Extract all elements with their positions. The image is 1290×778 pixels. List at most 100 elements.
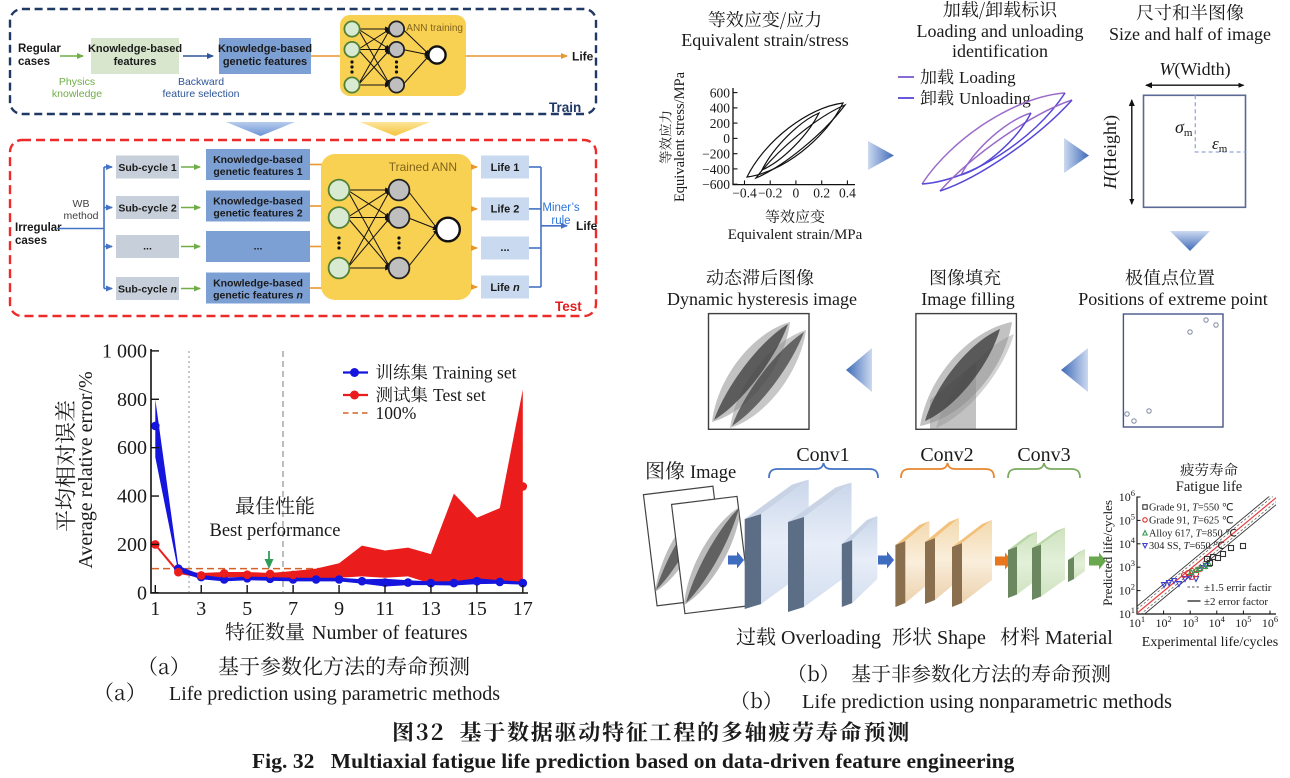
svg-text:0.4: 0.4	[839, 186, 856, 201]
svg-text:Life n: Life n	[490, 282, 520, 294]
svg-text:Test set: Test set	[433, 385, 486, 405]
svg-text:Image: Image	[690, 463, 736, 483]
svg-text:Loading and unloading: Loading and unloading	[917, 21, 1084, 41]
svg-text:7: 7	[288, 598, 298, 620]
svg-text:Alloy 617, T=850 ℃: Alloy 617, T=850 ℃	[1149, 528, 1237, 539]
svg-text:...: ...	[500, 242, 509, 254]
svg-text:Grade 91, T=625 ℃: Grade 91, T=625 ℃	[1149, 515, 1233, 526]
svg-text:Size and half of image: Size and half of image	[1109, 24, 1271, 44]
svg-text:Life prediction using nonparam: Life prediction using nonparametric meth…	[802, 691, 1172, 713]
svg-text:Life 2: Life 2	[491, 204, 520, 216]
svg-text:Knowledge-based: Knowledge-based	[218, 43, 312, 55]
svg-text:genetic features 2: genetic features 2	[213, 208, 302, 220]
svg-text:103: 103	[1182, 614, 1198, 630]
svg-text:Knowledge-based: Knowledge-based	[213, 154, 303, 166]
svg-text:ANN training: ANN training	[406, 23, 463, 34]
svg-text:106: 106	[1119, 488, 1135, 504]
svg-text:101: 101	[1129, 614, 1145, 630]
svg-text:−600: −600	[702, 177, 730, 192]
svg-text:Sub-cycle 2: Sub-cycle 2	[118, 202, 177, 214]
svg-text:106: 106	[1262, 614, 1278, 630]
svg-text:304 SS, T=650 ℃: 304 SS, T=650 ℃	[1149, 541, 1225, 552]
svg-text:Overloading: Overloading	[781, 627, 881, 649]
svg-text:Life prediction using parametr: Life prediction using parametric methods	[169, 683, 500, 705]
svg-text:Sub-cycle n: Sub-cycle n	[118, 283, 177, 295]
svg-text:Training set: Training set	[433, 363, 517, 383]
svg-text:Material: Material	[1045, 627, 1113, 649]
svg-text:13: 13	[421, 598, 441, 620]
svg-text:Conv2: Conv2	[920, 444, 973, 466]
svg-text:features: features	[114, 56, 157, 68]
svg-text:Fatigue life: Fatigue life	[1176, 479, 1242, 495]
svg-text:Equivalent stress/MPa: Equivalent stress/MPa	[672, 71, 688, 202]
svg-text:103: 103	[1119, 558, 1135, 574]
svg-text:Average relative error/%: Average relative error/%	[75, 371, 97, 568]
svg-text:method: method	[63, 210, 98, 222]
svg-text:0: 0	[137, 582, 147, 604]
svg-text:600: 600	[710, 85, 731, 100]
svg-text:5: 5	[242, 598, 252, 620]
svg-text:Equivalent strain/stress: Equivalent strain/stress	[681, 30, 848, 50]
svg-text:Loading: Loading	[959, 68, 1016, 87]
svg-text:0: 0	[723, 131, 730, 146]
svg-text:400: 400	[710, 101, 731, 116]
svg-text:200: 200	[117, 534, 147, 556]
svg-text:...: ...	[143, 241, 152, 253]
svg-text:identification: identification	[952, 41, 1048, 61]
svg-text:0: 0	[793, 186, 800, 201]
svg-text:Backward: Backward	[178, 76, 224, 88]
svg-text:Train: Train	[549, 100, 581, 115]
svg-text:105: 105	[1235, 614, 1251, 630]
svg-text:Unloading: Unloading	[959, 89, 1031, 108]
svg-text:Best performance: Best performance	[210, 521, 341, 541]
svg-text:3: 3	[196, 598, 206, 620]
svg-text:Regular: Regular	[18, 43, 61, 55]
svg-text:...: ...	[254, 241, 263, 253]
svg-text:Number of features: Number of features	[312, 622, 468, 644]
svg-text:Knowledge-based: Knowledge-based	[213, 196, 303, 208]
svg-text:17: 17	[513, 598, 533, 620]
svg-text:Sub-cycle 1: Sub-cycle 1	[118, 162, 177, 174]
svg-text:genetic features: genetic features	[223, 56, 307, 68]
svg-text:−0.2: −0.2	[758, 186, 783, 201]
svg-text:Life: Life	[572, 50, 594, 64]
svg-text:Trained ANN: Trained ANN	[389, 160, 457, 174]
svg-text:400: 400	[117, 486, 147, 508]
svg-text:100%: 100%	[376, 403, 417, 423]
svg-text:−200: −200	[702, 147, 730, 162]
svg-text:9: 9	[334, 598, 344, 620]
svg-text:rule: rule	[551, 215, 570, 227]
svg-text:genetic features n: genetic features n	[213, 290, 303, 302]
svg-text:11: 11	[375, 598, 394, 620]
svg-text:−400: −400	[702, 162, 730, 177]
svg-text:1 000: 1 000	[102, 340, 147, 362]
svg-text:H(Height): H(Height)	[1100, 115, 1121, 190]
svg-text:102: 102	[1155, 614, 1171, 630]
svg-text:104: 104	[1119, 535, 1136, 551]
svg-text:cases: cases	[15, 235, 47, 247]
svg-text:200: 200	[710, 116, 731, 131]
svg-text:cases: cases	[18, 56, 50, 68]
svg-text:Predicted life/cycles: Predicted life/cycles	[1100, 500, 1115, 606]
svg-text:±2 error factor: ±2 error factor	[1204, 596, 1268, 608]
svg-text:Life 1: Life 1	[491, 162, 520, 174]
svg-text:Positions of extreme point: Positions of extreme point	[1078, 289, 1267, 309]
svg-text:W(Width): W(Width)	[1159, 59, 1230, 80]
svg-text:800: 800	[117, 389, 147, 411]
svg-text:Grade 91, T=550 ℃: Grade 91, T=550 ℃	[1149, 503, 1233, 514]
svg-text:genetic features 1: genetic features 1	[213, 166, 302, 178]
svg-text:Experimental life/cycles: Experimental life/cycles	[1142, 635, 1278, 650]
svg-text:15: 15	[467, 598, 487, 620]
svg-text:104: 104	[1209, 614, 1226, 630]
svg-text:Dynamic hysteresis image: Dynamic hysteresis image	[667, 289, 857, 309]
svg-text:0.2: 0.2	[813, 186, 830, 201]
svg-text:feature selection: feature selection	[162, 88, 239, 100]
svg-text:102: 102	[1119, 582, 1135, 598]
svg-text:WB: WB	[73, 198, 90, 210]
svg-text:Shape: Shape	[937, 627, 986, 649]
svg-text:Conv1: Conv1	[796, 444, 849, 466]
svg-text:600: 600	[117, 437, 147, 459]
svg-text:Miner’s: Miner’s	[542, 202, 580, 214]
svg-text:Knowledge-based: Knowledge-based	[213, 278, 303, 290]
svg-text:Knowledge-based: Knowledge-based	[88, 43, 182, 55]
